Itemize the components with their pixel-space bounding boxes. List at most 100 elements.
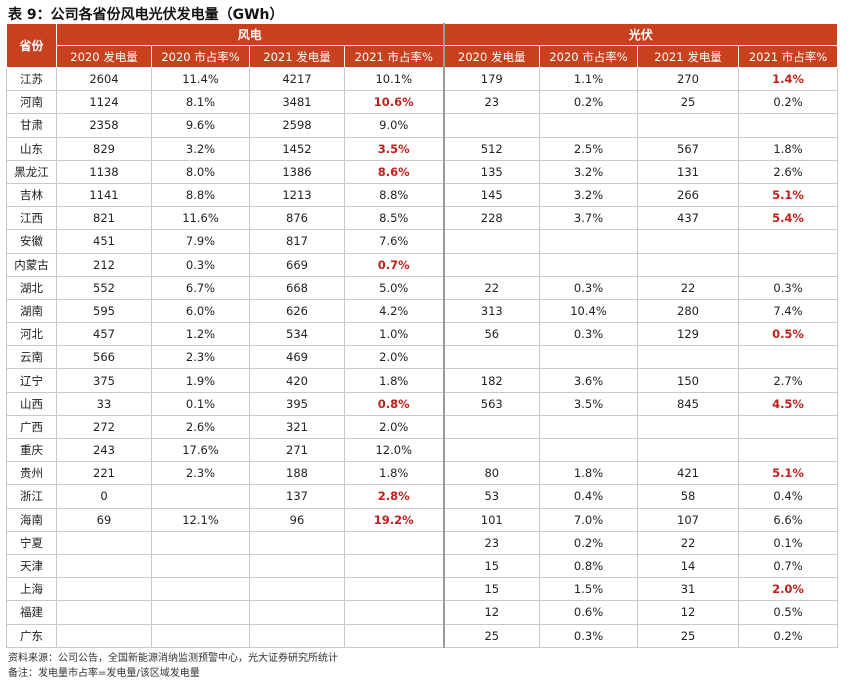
value-cell: 0.1%	[738, 530, 839, 555]
value-cell	[442, 113, 541, 138]
value-cell	[442, 229, 541, 254]
value-cell: 0.8%	[539, 553, 639, 579]
value-cell: 0.3%	[539, 623, 639, 648]
value-cell	[637, 414, 740, 440]
value-cell: 25	[442, 623, 541, 648]
value-cell	[56, 600, 152, 625]
value-cell: 552	[56, 275, 152, 300]
value-cell: 8.8%	[151, 182, 250, 208]
value-cell	[738, 229, 839, 254]
value-cell: 243	[56, 437, 152, 463]
value-cell: 469	[249, 345, 345, 370]
value-cell	[539, 229, 639, 254]
value-cell: 3.5%	[343, 136, 445, 161]
province-cell: 江西	[6, 206, 57, 231]
value-cell	[343, 553, 445, 579]
value-cell: 101	[442, 507, 541, 532]
value-cell	[249, 530, 345, 555]
value-cell: 15	[442, 553, 541, 579]
value-cell: 5.1%	[738, 461, 839, 486]
value-cell	[442, 345, 541, 370]
value-cell: 829	[56, 136, 152, 161]
value-cell: 150	[637, 368, 740, 393]
table-row: 湖南 595 6.0% 626 4.2% 313 10.4% 280 7.4%	[6, 298, 839, 324]
value-cell: 266	[637, 182, 740, 208]
province-cell: 山东	[6, 136, 57, 161]
value-cell: 4.5%	[738, 391, 839, 416]
value-cell: 2.7%	[738, 368, 839, 393]
value-cell	[637, 345, 740, 370]
value-cell: 3.2%	[151, 136, 250, 161]
province-cell: 浙江	[6, 484, 57, 509]
table-row: 广西 272 2.6% 321 2.0%	[6, 414, 839, 440]
province-cell: 吉林	[6, 182, 57, 208]
value-cell: 8.5%	[343, 206, 445, 231]
value-cell: 375	[56, 368, 152, 393]
value-cell: 5.0%	[343, 275, 445, 300]
value-cell	[151, 623, 250, 648]
value-cell: 31	[637, 577, 740, 602]
value-cell: 566	[56, 345, 152, 370]
value-cell: 22	[637, 530, 740, 555]
province-cell: 辽宁	[6, 368, 57, 393]
value-cell: 228	[442, 206, 541, 231]
value-cell: 271	[249, 437, 345, 463]
value-cell	[249, 600, 345, 625]
value-cell: 1386	[249, 159, 345, 184]
value-cell: 5.4%	[738, 206, 839, 231]
value-cell	[151, 530, 250, 555]
value-cell	[738, 252, 839, 277]
value-cell: 0.3%	[539, 275, 639, 300]
value-cell: 0.2%	[539, 90, 639, 115]
value-cell: 3.2%	[539, 159, 639, 184]
value-cell: 11.4%	[151, 66, 250, 92]
table-row: 宁夏 23 0.2% 22 0.1%	[6, 530, 839, 555]
value-cell: 33	[56, 391, 152, 416]
value-cell: 10.1%	[343, 66, 445, 92]
value-cell: 8.0%	[151, 159, 250, 184]
table-row: 江苏 2604 11.4% 4217 10.1% 179 1.1% 270 1.4%	[6, 66, 839, 92]
value-cell	[343, 623, 445, 648]
value-cell: 7.6%	[343, 229, 445, 254]
table-row: 福建 12 0.6% 12 0.5%	[6, 600, 839, 625]
value-cell: 1.9%	[151, 368, 250, 393]
col-solar-2020-gen: 2020 发电量	[442, 45, 541, 68]
value-cell: 3.6%	[539, 368, 639, 393]
value-cell: 129	[637, 322, 740, 347]
value-cell: 19.2%	[343, 507, 445, 532]
table-row: 河北 457 1.2% 534 1.0% 56 0.3% 129 0.5%	[6, 322, 839, 347]
table-row: 内蒙古 212 0.3% 669 0.7%	[6, 252, 839, 277]
value-cell: 135	[442, 159, 541, 184]
value-cell: 0.2%	[539, 530, 639, 555]
province-cell: 广西	[6, 414, 57, 440]
value-cell: 280	[637, 298, 740, 324]
province-cell: 福建	[6, 600, 57, 625]
value-cell: 8.8%	[343, 182, 445, 208]
value-cell: 4.2%	[343, 298, 445, 324]
table-row: 海南 69 12.1% 96 19.2% 101 7.0% 107 6.6%	[6, 507, 839, 532]
value-cell: 2.8%	[343, 484, 445, 509]
province-cell: 湖北	[6, 275, 57, 300]
value-cell: 15	[442, 577, 541, 602]
province-cell: 天津	[6, 553, 57, 579]
value-cell: 6.6%	[738, 507, 839, 532]
value-cell: 1.8%	[738, 136, 839, 161]
value-cell	[56, 530, 152, 555]
value-cell: 0.2%	[738, 90, 839, 115]
value-cell: 595	[56, 298, 152, 324]
value-cell	[151, 553, 250, 579]
value-cell: 1124	[56, 90, 152, 115]
value-cell: 2.0%	[343, 345, 445, 370]
table-row: 贵州 221 2.3% 188 1.8% 80 1.8% 421 5.1%	[6, 461, 839, 486]
table-row: 重庆 243 17.6% 271 12.0%	[6, 437, 839, 463]
value-cell: 58	[637, 484, 740, 509]
value-cell: 0.3%	[738, 275, 839, 300]
value-cell: 0.7%	[343, 252, 445, 277]
value-cell: 1.8%	[343, 368, 445, 393]
header-wind: 风电	[55, 23, 445, 46]
col-wind-2020-share: 2020 市占率%	[151, 45, 250, 68]
value-cell: 8.1%	[151, 90, 250, 115]
value-cell: 512	[442, 136, 541, 161]
value-cell: 8.6%	[343, 159, 445, 184]
value-cell: 22	[637, 275, 740, 300]
